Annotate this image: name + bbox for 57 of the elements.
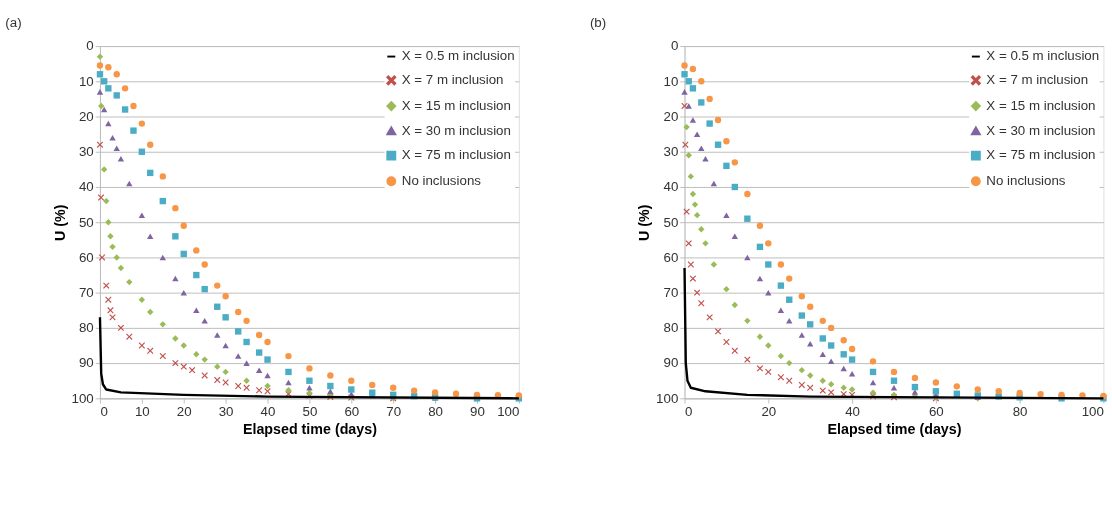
legend-label: X = 30 m inclusion (401, 122, 511, 138)
legend-label: X = 30 m inclusion (986, 122, 1096, 138)
x-tick-label: 0 (100, 403, 108, 419)
legend-label: X = 15 m inclusion (401, 97, 511, 113)
chart-title: (a) (5, 15, 22, 31)
y-tick-label: 80 (78, 320, 94, 336)
x-axis-title: Elapsed time (days) (242, 421, 378, 438)
chart-title: (b) (589, 15, 607, 31)
y-tick-label: 90 (78, 355, 94, 371)
y-tick-label: 90 (663, 355, 679, 371)
y-tick-label: 20 (78, 108, 94, 124)
y-tick-label: 50 (663, 214, 679, 230)
y-tick-label: 0 (670, 38, 679, 54)
x-tick-label: 80 (1012, 403, 1028, 419)
legend-label: X = 75 m inclusion (986, 147, 1096, 163)
y-tick-label: 50 (78, 214, 94, 230)
y-tick-label: 40 (78, 179, 94, 195)
y-tick-label: 70 (663, 284, 679, 300)
x-tick-label: 80 (428, 403, 443, 419)
legend-label: X = 7 m inclusion (986, 72, 1089, 88)
x-tick-label: 40 (845, 403, 860, 419)
x-tick-label: 70 (386, 403, 402, 419)
x-tick-label: 60 (344, 403, 360, 419)
y-tick-label: 100 (656, 390, 679, 406)
legend-label: X = 7 m inclusion (401, 72, 504, 88)
y-tick-label: 80 (663, 320, 679, 336)
x-tick-label: 0 (685, 403, 693, 419)
x-tick-label: 100 (497, 403, 520, 419)
x-tick-label: 20 (176, 403, 192, 419)
y-tick-label: 100 (71, 390, 94, 406)
x-tick-label: 30 (218, 403, 234, 419)
y-tick-label: 10 (663, 73, 679, 89)
x-tick-label: 40 (260, 403, 276, 419)
legend-label: X = 75 m inclusion (401, 147, 511, 163)
y-axis-title: U (%) (51, 204, 68, 241)
y-tick-label: 30 (78, 144, 94, 160)
y-tick-label: 0 (86, 38, 94, 54)
legend-label: X = 15 m inclusion (986, 97, 1096, 113)
y-tick-label: 20 (663, 108, 679, 124)
legend-label: X = 0.5 m inclusion (401, 48, 515, 64)
legend-label: No inclusions (401, 173, 482, 189)
y-tick-label: 30 (663, 144, 679, 160)
legend-label: No inclusions (986, 173, 1066, 189)
y-axis-title: U (%) (636, 204, 653, 241)
y-tick-label: 10 (78, 73, 94, 89)
x-tick-label: 20 (761, 403, 777, 419)
legend-label: X = 0.5 m inclusion (986, 48, 1100, 64)
y-tick-label: 40 (663, 179, 679, 195)
y-tick-label: 70 (78, 284, 94, 300)
x-tick-label: 50 (302, 403, 318, 419)
x-tick-label: 90 (470, 403, 485, 419)
y-tick-label: 60 (78, 249, 94, 265)
x-tick-label: 60 (928, 403, 944, 419)
x-tick-label: 10 (134, 403, 150, 419)
x-tick-label: 100 (1081, 403, 1104, 419)
x-axis-title: Elapsed time (days) (827, 421, 962, 438)
y-tick-label: 60 (663, 249, 679, 265)
